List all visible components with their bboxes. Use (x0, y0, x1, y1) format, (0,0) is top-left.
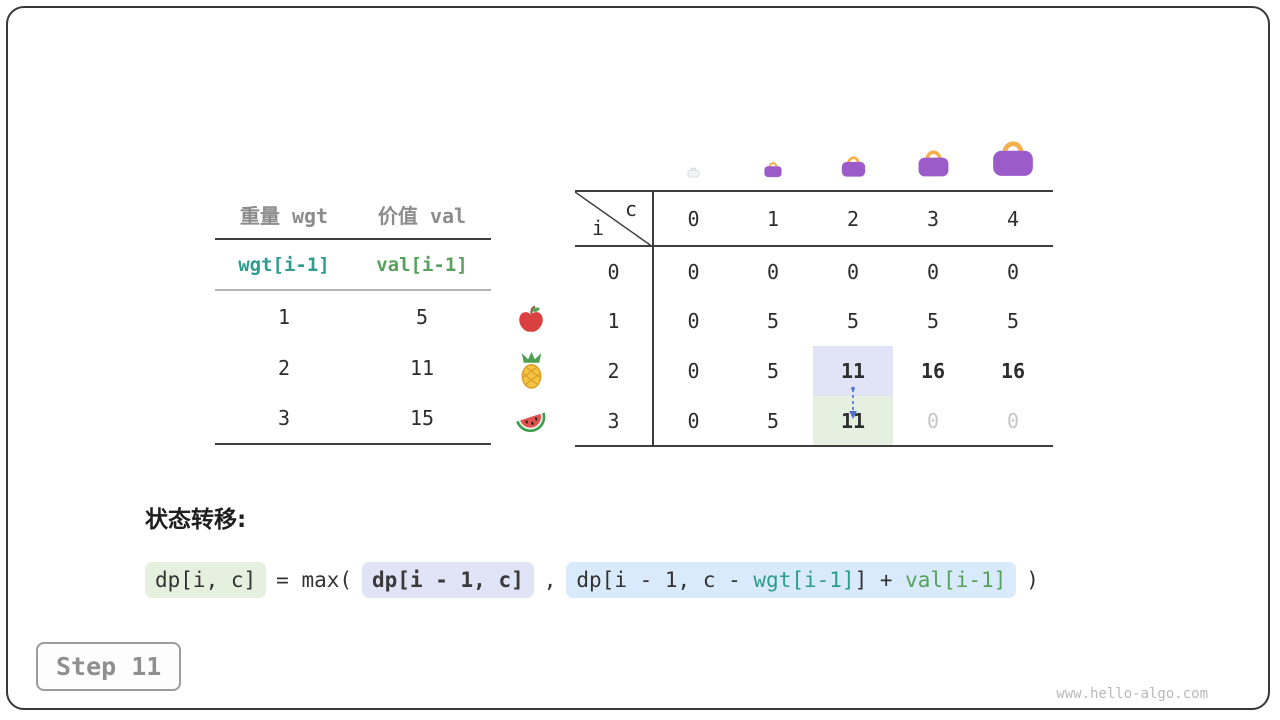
dp-cell: 5 (926, 309, 940, 333)
dp-cell: 0 (687, 359, 700, 383)
dp-row-header: 3 (575, 396, 654, 447)
dp-cell-target-highlight: 11 (813, 396, 893, 447)
dp-row-header: 2 (575, 346, 654, 396)
formula-wgt-term: wgt[i-1] (753, 568, 855, 592)
dp-cell-pending: 0 (893, 396, 973, 447)
dp-cell: 5 (846, 309, 860, 333)
dp-col-header: 3 (893, 190, 973, 247)
item-weight: 3 (277, 406, 291, 430)
formula-lhs: dp[i, c] (145, 562, 267, 598)
value-header: 价值 val (377, 203, 467, 228)
capacity-axis-label: c (624, 197, 637, 221)
formula-eq-max: = max( (276, 568, 353, 592)
dp-row-header: 1 (575, 296, 654, 346)
formula-comma: , (543, 568, 557, 592)
item-weight: 2 (277, 355, 291, 380)
transition-label: 状态转移: (145, 507, 247, 533)
dp-col-header: 4 (973, 190, 1053, 247)
item-axis-label: i (592, 216, 605, 240)
dp-row: 1 0 5 5 5 5 (575, 296, 1053, 346)
weight-header: 重量 wgt (239, 203, 329, 228)
item-table: 重量 wgt 价值 val wgt[i-1] val[i-1] 1 5 2 11… (215, 190, 491, 445)
wgt-subheader: wgt[i-1] (238, 253, 330, 276)
dp-cell: 0 (926, 259, 940, 284)
dp-corner-cell: c i (575, 190, 654, 247)
capacity-bags (653, 118, 1053, 184)
item-value: 15 (409, 406, 435, 430)
formula-val-term: val[i-1] (905, 568, 1007, 592)
watermark: www.hello-algo.com (1056, 686, 1208, 702)
item-row: 1 5 (215, 291, 491, 342)
dp-cell: 0 (687, 309, 700, 333)
dp-col-header: 2 (813, 190, 893, 247)
bag-capacity-1-icon (733, 118, 813, 184)
dp-cell: 5 (766, 359, 780, 383)
formula-close: ) (1026, 568, 1039, 592)
dp-row: 3 0 5 11 0 0 (575, 396, 1053, 447)
item-table-subheader: wgt[i-1] val[i-1] (215, 240, 491, 291)
item-value: 11 (409, 355, 435, 380)
formula-arg1: dp[i - 1, c] (362, 562, 534, 598)
watermelon-icon (513, 406, 549, 441)
item-row: 3 15 (215, 393, 491, 445)
dp-cell: 5 (1006, 309, 1020, 333)
dp-cell: 0 (653, 396, 733, 447)
val-subheader: val[i-1] (376, 253, 468, 276)
figure-card: 重量 wgt 价值 val wgt[i-1] val[i-1] 1 5 2 11… (6, 6, 1270, 710)
dp-table: c i 0 1 2 3 4 0 0 0 0 0 0 1 0 5 5 (575, 190, 1053, 447)
bag-capacity-4-icon (973, 118, 1053, 184)
dp-cell: 0 (687, 259, 700, 284)
dp-cell: 0 (1006, 259, 1020, 284)
dp-row-header: 0 (575, 246, 654, 296)
dp-cell: 0 (766, 259, 780, 284)
dp-col-header: 0 (653, 190, 733, 247)
dp-header-row: c i 0 1 2 3 4 (575, 190, 1053, 247)
pineapple-icon (515, 352, 548, 394)
item-value: 5 (415, 304, 429, 329)
formula-arg2: dp[i - 1, c - wgt[i-1]] + val[i-1] (566, 562, 1017, 598)
item-row: 2 11 (215, 342, 491, 393)
dp-cell: 5 (733, 396, 813, 447)
apple-icon (516, 305, 546, 340)
bag-capacity-3-icon (893, 118, 973, 184)
dp-cell: 16 (1000, 359, 1026, 383)
dp-row: 2 0 5 11 16 16 (575, 346, 1053, 396)
dp-cell-pending: 0 (973, 396, 1053, 447)
dp-row: 0 0 0 0 0 0 (575, 246, 1053, 296)
dp-col-header: 1 (733, 190, 813, 247)
dp-cell: 16 (920, 359, 946, 383)
bag-capacity-0-icon (653, 118, 733, 184)
item-weight: 1 (277, 304, 291, 329)
dp-cell: 5 (766, 309, 780, 333)
step-badge: Step 11 (36, 642, 182, 691)
item-table-header: 重量 wgt 价值 val (215, 190, 491, 240)
diagonal-divider (575, 192, 653, 247)
transition-arrow-icon (849, 386, 857, 419)
bag-capacity-2-icon (813, 118, 893, 184)
dp-cell: 0 (846, 259, 860, 284)
transition-formula: dp[i, c] = max( dp[i - 1, c] , dp[i - 1,… (145, 562, 1039, 598)
